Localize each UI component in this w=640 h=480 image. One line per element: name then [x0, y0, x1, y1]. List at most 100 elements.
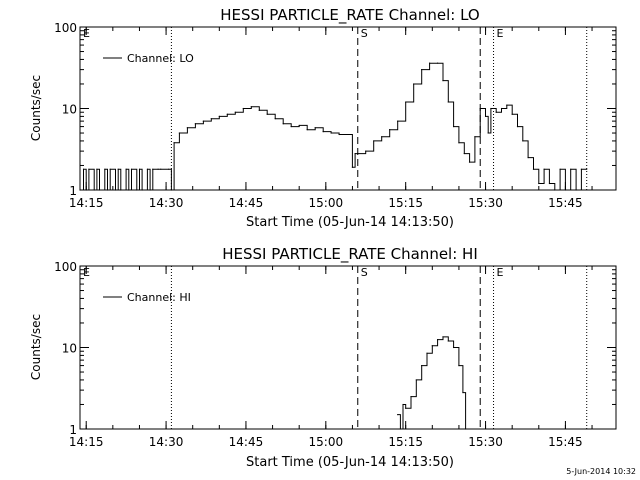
- data-point: [109, 168, 111, 170]
- series-layer: [397, 336, 467, 430]
- data-point: [146, 168, 149, 170]
- data-point: [429, 62, 431, 64]
- data-point: [266, 113, 268, 115]
- x-tick-label: 15:15: [388, 435, 423, 449]
- data-point: [282, 123, 284, 125]
- data-point: [437, 62, 439, 64]
- panel-lo: HESSI PARTICLE_RATE Channel: LO Counts/s…: [29, 6, 617, 230]
- data-point: [580, 168, 582, 170]
- data-point: [218, 115, 220, 117]
- data-point: [186, 127, 188, 129]
- data-point: [322, 131, 324, 133]
- data-point: [479, 107, 481, 110]
- data-point: [82, 168, 85, 170]
- data-point: [447, 340, 449, 342]
- data-point: [421, 364, 423, 367]
- data-point: [421, 69, 423, 71]
- data-point: [413, 83, 415, 85]
- data-point: [314, 127, 316, 129]
- data-point: [405, 101, 407, 103]
- data-point: [389, 129, 391, 131]
- data-point: [437, 339, 439, 341]
- data-point: [290, 125, 292, 128]
- x-tick-label: 15:00: [309, 196, 344, 210]
- data-point: [463, 152, 465, 155]
- legend: Channel: LO: [103, 52, 194, 65]
- series-line-channelhi: [397, 336, 467, 430]
- data-point: [500, 107, 503, 110]
- data-point: [487, 132, 489, 134]
- data-point: [397, 414, 399, 416]
- legend-label: Channel: HI: [127, 291, 191, 304]
- data-point: [490, 107, 492, 110]
- data-point: [274, 118, 276, 120]
- data-point: [168, 168, 170, 170]
- data-point: [538, 182, 540, 185]
- marker-label: E: [497, 27, 504, 40]
- data-point: [458, 142, 460, 144]
- data-point: [397, 120, 399, 122]
- data-point: [242, 107, 244, 110]
- data-point: [405, 407, 407, 409]
- data-point: [495, 111, 497, 113]
- data-point: [548, 182, 551, 185]
- marker-label: S: [361, 266, 368, 279]
- data-point: [104, 168, 106, 170]
- data-point: [426, 352, 428, 354]
- marker-label: E: [497, 266, 504, 279]
- data-point: [351, 166, 354, 168]
- data-point: [442, 79, 444, 82]
- data-point: [458, 364, 460, 367]
- data-point: [226, 113, 228, 115]
- x-tick-label: 15:30: [468, 435, 503, 449]
- x-tick-label: 14:15: [69, 196, 104, 210]
- data-point: [330, 132, 332, 134]
- x-tick-label: 14:30: [149, 435, 184, 449]
- y-tick-label: 1: [69, 423, 77, 437]
- data-point: [484, 115, 487, 117]
- data-point: [511, 113, 513, 115]
- data-point: [157, 168, 159, 170]
- x-axis-label: Start Time (05-Jun-14 14:13:50): [246, 215, 454, 230]
- data-point: [250, 106, 252, 108]
- data-point: [570, 168, 572, 170]
- data-point: [354, 152, 356, 155]
- y-tick-label: 1: [69, 184, 77, 198]
- data-point: [130, 168, 133, 170]
- axes: 14:15 14:30 14:45 15:00 15:15 15:30 15:45 1 10 10…: [54, 21, 616, 210]
- timestamp-footer: 5-Jun-2014 10:32: [566, 467, 636, 476]
- data-point: [453, 346, 455, 349]
- data-point: [125, 168, 127, 170]
- data-point: [194, 123, 196, 125]
- data-point: [543, 168, 545, 170]
- data-point: [160, 168, 162, 170]
- marker-label: S: [361, 27, 368, 40]
- x-tick-label: 14:30: [149, 196, 184, 210]
- data-point: [447, 101, 449, 103]
- panel-hi: HESSI PARTICLE_RATE Channel: HI Counts/s…: [29, 245, 617, 470]
- data-point: [474, 136, 476, 138]
- chart-title: HESSI PARTICLE_RATE Channel: HI: [222, 245, 478, 264]
- data-point: [532, 168, 535, 170]
- chart-title: HESSI PARTICLE_RATE Channel: LO: [220, 6, 479, 25]
- x-axis-label: Start Time (05-Jun-14 14:13:50): [246, 455, 454, 470]
- x-tick-label: 15:45: [548, 435, 583, 449]
- x-tick-label: 15:00: [309, 435, 344, 449]
- data-point: [527, 156, 529, 159]
- data-point: [173, 142, 175, 144]
- data-point: [138, 168, 141, 170]
- y-tick-label: 10: [62, 342, 77, 356]
- data-point: [234, 111, 236, 113]
- data-point: [442, 336, 444, 338]
- data-point: [373, 140, 375, 142]
- data-point: [468, 161, 471, 163]
- data-point: [431, 345, 433, 347]
- data-point: [306, 129, 308, 131]
- x-tick-label: 15:15: [388, 196, 423, 210]
- data-point: [410, 395, 412, 398]
- data-point: [298, 124, 300, 127]
- data-point: [506, 104, 508, 106]
- axes: 14:15 14:30 14:45 15:00 15:15 15:30 15:45 1 10 10…: [54, 260, 616, 449]
- data-point: [178, 132, 180, 134]
